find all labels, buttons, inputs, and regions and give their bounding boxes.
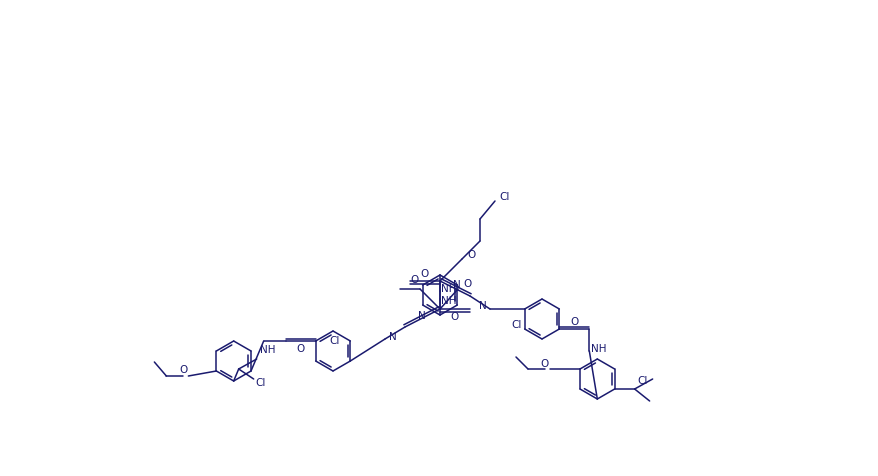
Text: O: O (410, 275, 419, 285)
Text: N: N (479, 301, 486, 311)
Text: N: N (418, 311, 425, 321)
Text: O: O (421, 269, 428, 279)
Text: Cl: Cl (329, 336, 340, 346)
Text: O: O (570, 317, 578, 327)
Text: Cl: Cl (637, 376, 647, 386)
Text: NH: NH (260, 345, 275, 355)
Text: NH: NH (441, 296, 457, 306)
Text: N: N (389, 332, 397, 342)
Text: NH: NH (590, 344, 606, 354)
Text: O: O (296, 344, 305, 354)
Text: O: O (179, 365, 187, 375)
Text: Cl: Cl (500, 192, 509, 202)
Text: Cl: Cl (511, 320, 522, 330)
Text: O: O (450, 312, 458, 322)
Text: N: N (453, 280, 460, 290)
Text: O: O (467, 250, 476, 260)
Text: NH: NH (441, 284, 457, 294)
Text: Cl: Cl (255, 378, 265, 388)
Text: O: O (540, 359, 549, 369)
Text: O: O (464, 279, 471, 289)
